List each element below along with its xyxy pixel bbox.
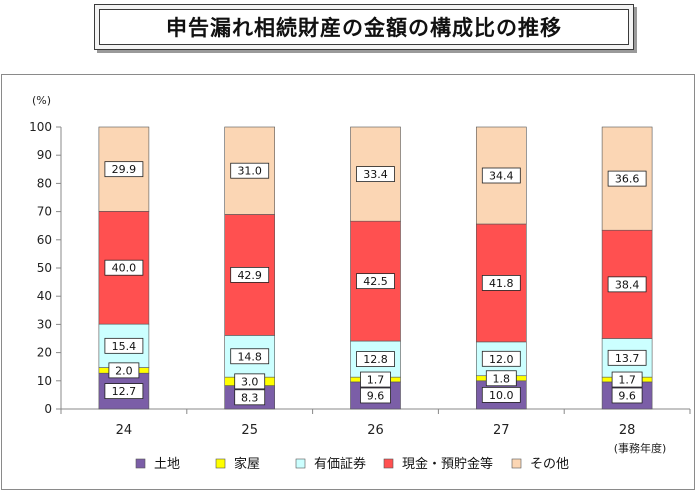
x-tick-label: 27 xyxy=(493,423,510,438)
y-tick-label: 100 xyxy=(29,120,52,134)
data-label-box xyxy=(611,387,643,404)
title-box: 申告漏れ相続財産の金額の構成比の推移 xyxy=(94,4,634,50)
data-label: 12.0 xyxy=(489,353,514,366)
y-tick-label: 20 xyxy=(37,346,52,360)
legend-swatch xyxy=(295,458,306,469)
data-label: 42.5 xyxy=(363,275,388,288)
data-label-box xyxy=(481,275,521,291)
x-tick-label: 28 xyxy=(619,423,636,438)
data-label-box xyxy=(230,267,270,283)
data-label-box xyxy=(230,162,270,179)
x-tick-label: 24 xyxy=(116,423,133,438)
y-tick-label: 50 xyxy=(37,261,52,275)
data-label: 12.7 xyxy=(112,385,137,398)
data-label-box xyxy=(360,371,391,388)
data-label-box xyxy=(356,273,395,290)
data-label-box xyxy=(481,167,521,184)
data-label: 38.4 xyxy=(615,278,640,291)
data-label: 42.9 xyxy=(237,269,262,282)
data-label-box xyxy=(104,337,144,354)
x-tick-label: 26 xyxy=(367,423,384,438)
y-tick-label: 30 xyxy=(37,317,52,331)
data-label-box xyxy=(104,259,144,276)
data-label-box xyxy=(607,276,647,293)
y-tick-label: 10 xyxy=(37,374,52,388)
y-tick-label: 70 xyxy=(37,205,52,219)
data-label-box xyxy=(234,373,266,390)
y-tick-label: 90 xyxy=(37,148,52,162)
legend-swatch xyxy=(135,458,146,469)
data-label: 36.6 xyxy=(615,173,640,186)
data-label: 2.0 xyxy=(115,364,133,377)
data-label: 31.0 xyxy=(237,165,262,178)
legend-swatch xyxy=(511,458,522,469)
data-label: 1.8 xyxy=(493,372,511,385)
data-label: 40.0 xyxy=(112,262,137,275)
data-label-box xyxy=(360,387,391,404)
legend-label: 現金・預貯金等 xyxy=(402,456,493,472)
legend: 土地 家屋 有価証券 現金・預貯金等 その他 xyxy=(135,456,569,472)
legend-swatch xyxy=(215,458,226,469)
data-label-box xyxy=(356,351,395,367)
data-label: 10.0 xyxy=(489,389,514,402)
data-label-box xyxy=(611,371,643,388)
y-tick-label: 0 xyxy=(44,402,52,416)
data-label: 12.8 xyxy=(363,353,388,366)
y-axis-label: (%) xyxy=(32,94,51,107)
data-label: 9.6 xyxy=(618,389,636,402)
legend-label: 土地 xyxy=(154,457,180,472)
data-label: 13.7 xyxy=(615,352,640,365)
y-tick-label: 60 xyxy=(37,233,52,247)
data-label-box xyxy=(356,166,395,182)
data-label: 15.4 xyxy=(112,340,137,353)
y-tick-label: 40 xyxy=(37,289,52,303)
data-label: 33.4 xyxy=(363,168,388,181)
data-label-box xyxy=(481,350,521,367)
data-label-box xyxy=(607,170,647,187)
data-label: 3.0 xyxy=(241,375,259,388)
data-label-box xyxy=(230,348,270,365)
data-label-box xyxy=(485,370,517,387)
legend-label: その他 xyxy=(530,457,569,472)
data-label-box xyxy=(108,362,140,379)
data-label: 8.3 xyxy=(241,391,259,404)
legend-swatch xyxy=(383,458,394,469)
data-labels: 12.7 2.0 15.4 40.0 29.9 8.3 3.0 14.8 42.9 31.0 9.6… xyxy=(104,161,647,406)
data-label: 41.8 xyxy=(489,277,514,290)
data-label-box xyxy=(104,383,144,399)
x-tick-label: 25 xyxy=(241,423,258,438)
data-label: 9.6 xyxy=(367,389,385,402)
data-label-box xyxy=(481,386,521,403)
y-tick-label: 80 xyxy=(37,176,52,190)
data-label: 1.7 xyxy=(367,374,385,387)
data-label: 29.9 xyxy=(112,163,137,176)
data-label-box xyxy=(234,389,266,406)
data-label: 1.7 xyxy=(618,374,636,387)
x-axis-label: (事務年度) xyxy=(614,441,667,455)
data-label-box xyxy=(104,161,144,178)
data-label-box xyxy=(607,349,647,366)
chart-title: 申告漏れ相続財産の金額の構成比の推移 xyxy=(99,9,629,45)
data-label: 34.4 xyxy=(489,170,514,183)
legend-label: 家屋 xyxy=(234,456,260,472)
data-label: 14.8 xyxy=(237,350,262,363)
legend-label: 有価証券 xyxy=(314,456,366,472)
